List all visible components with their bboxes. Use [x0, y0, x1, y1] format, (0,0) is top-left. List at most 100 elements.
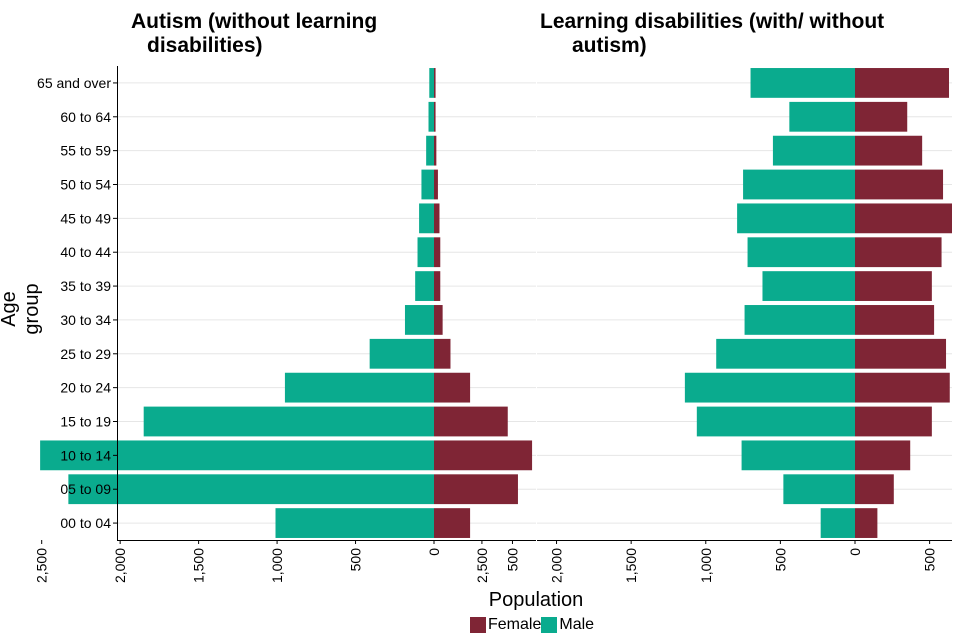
bar-male-autism — [275, 508, 434, 538]
bar-male-autism — [419, 203, 434, 234]
bar-female-autism — [434, 406, 508, 437]
bar-female-ld — [855, 101, 908, 132]
legend-item-female: Female — [470, 616, 541, 634]
bar-male-autism — [426, 135, 434, 166]
x-tick-label: 0 — [847, 548, 863, 556]
bar-male-ld — [743, 169, 855, 200]
x-tick-label: 500 — [772, 548, 788, 572]
bar-female-autism — [434, 135, 437, 166]
bar-female-ld — [855, 372, 950, 403]
bar-female-autism — [434, 508, 471, 538]
legend-swatch-male — [541, 617, 558, 633]
left-panel-title: Autism (without learning disabilities) — [131, 10, 377, 58]
bar-male-autism — [415, 271, 434, 301]
y-tick-label: 10 to 14 — [60, 447, 111, 463]
bar-female-ld — [855, 474, 894, 505]
bar-female-ld — [855, 68, 950, 98]
bar-female-ld — [855, 271, 932, 301]
y-tick-label: 45 to 49 — [60, 210, 111, 226]
bar-male-autism — [369, 338, 434, 369]
x-tick-label: 0 — [426, 548, 442, 556]
bar-female-ld — [855, 406, 932, 437]
bar-male-ld — [744, 305, 855, 335]
bar-female-ld — [855, 169, 944, 200]
legend-label-male: Male — [559, 616, 595, 633]
bar-female-autism — [434, 203, 440, 234]
bar-female-ld — [855, 440, 911, 471]
bar-male-ld — [750, 68, 855, 98]
bar-male-autism — [404, 305, 434, 335]
right-panel-title: Learning disabilities (with/ without aut… — [540, 10, 884, 58]
y-tick-label: 60 to 64 — [60, 109, 111, 125]
bar-female-autism — [434, 474, 518, 505]
bar-male-ld — [820, 508, 855, 538]
y-tick-label: 40 to 44 — [60, 244, 111, 260]
x-tick-label: 1,000 — [698, 548, 714, 583]
x-tick-label: 2,500 — [474, 548, 490, 583]
bar-male-ld — [783, 474, 855, 505]
x-axis-label: Population — [488, 589, 584, 611]
bar-male-ld — [747, 237, 855, 268]
bar-female-autism — [434, 372, 471, 403]
bar-male-autism — [143, 406, 434, 437]
y-tick-label: 55 to 59 — [60, 143, 111, 159]
bar-female-ld — [855, 338, 947, 369]
y-tick-label: 25 to 29 — [60, 346, 111, 362]
bar-female-autism — [434, 338, 451, 369]
bar-female-ld — [855, 305, 935, 335]
bar-female-ld — [855, 135, 923, 166]
bar-male-ld — [684, 372, 855, 403]
x-tick-label: 1,500 — [191, 548, 207, 583]
bar-male-autism — [421, 169, 434, 200]
left-panel-title-line-1: Autism (without learning — [131, 10, 378, 33]
y-tick-label: 35 to 39 — [60, 278, 111, 294]
y-tick-label: 15 to 19 — [60, 414, 111, 430]
x-tick-label: 2,000 — [549, 548, 565, 583]
y-tick-label: 05 to 09 — [60, 481, 111, 497]
x-tick-label: 1,000 — [269, 548, 285, 583]
left-panel-title-line-2: disabilities) — [147, 34, 263, 57]
y-axis-label: Age group — [0, 283, 43, 335]
x-tick-label: 2,500 — [34, 548, 50, 583]
right-panel-title-line-2: autism) — [572, 34, 647, 57]
bar-male-ld — [789, 101, 855, 132]
bar-female-autism — [434, 271, 441, 301]
x-tick-label: 1,500 — [623, 548, 639, 583]
y-tick-label: 50 to 54 — [60, 177, 111, 193]
bar-male-autism — [40, 440, 434, 471]
bar-male-ld — [696, 406, 855, 437]
legend-swatch-female — [470, 617, 486, 633]
bar-female-autism — [434, 101, 436, 132]
y-tick-label: 30 to 34 — [60, 312, 111, 328]
bar-male-autism — [284, 372, 434, 403]
bar-female-ld — [855, 508, 878, 538]
bar-male-autism — [429, 68, 434, 98]
bar-male-autism — [417, 237, 434, 268]
bar-male-ld — [716, 338, 855, 369]
x-tick-label: 500 — [922, 548, 938, 572]
bar-male-ld — [762, 271, 855, 301]
bar-male-ld — [772, 135, 855, 166]
bar-female-autism — [434, 305, 443, 335]
x-tick-label: 500 — [348, 548, 364, 572]
y-tick-label: 65 and over — [37, 75, 111, 91]
legend: Female Male — [470, 615, 594, 635]
x-tick-label: 2,000 — [112, 548, 128, 583]
bar-female-ld — [855, 237, 942, 268]
right-panel-title-line-1: Learning disabilities (with/ without — [540, 10, 885, 33]
bar-female-autism — [434, 169, 438, 200]
bar-male-autism — [428, 101, 434, 132]
bar-female-autism — [434, 440, 533, 471]
bar-female-autism — [434, 237, 441, 268]
bar-male-ld — [737, 203, 855, 234]
bar-female-autism — [434, 68, 436, 98]
y-tick-label: 20 to 24 — [60, 380, 111, 396]
legend-item-male: Male — [541, 616, 594, 634]
legend-label-female: Female — [488, 616, 542, 633]
bar-female-ld — [855, 203, 952, 234]
bar-male-ld — [741, 440, 855, 471]
bar-male-autism — [68, 474, 434, 505]
x-tick-label: 500 — [504, 548, 520, 572]
